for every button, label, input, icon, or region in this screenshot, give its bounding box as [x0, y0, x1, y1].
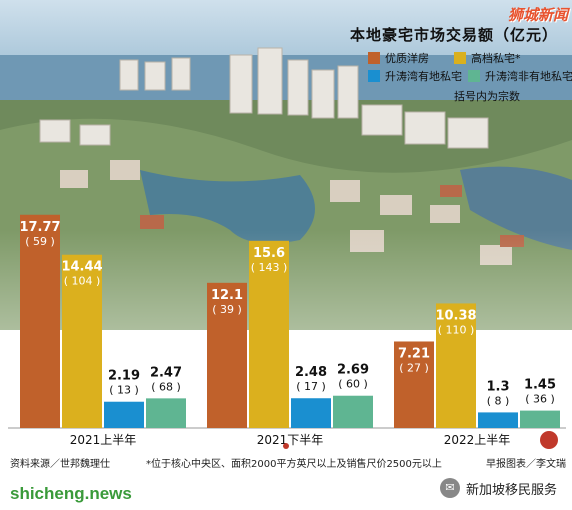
category-label-3: 2022上半年: [444, 433, 511, 447]
value-label-1-3: 7.21: [398, 346, 430, 361]
divider-dot: [283, 443, 289, 449]
legend-item-1: 优质洋房: [368, 50, 429, 66]
wechat-icon: ✉: [440, 478, 460, 498]
legend-item-4: 升涛湾非有地私宅: [468, 68, 572, 84]
bar-3-3: [478, 412, 518, 428]
bar-2-3: [436, 303, 476, 428]
value-label-3-3: 1.3: [486, 379, 509, 394]
bar-1-1: [20, 214, 60, 428]
count-label-1-2: ( 39 ): [212, 303, 242, 316]
count-label-3-1: ( 13 ): [109, 384, 139, 397]
bar-3-1: [104, 401, 144, 428]
value-label-4-2: 2.69: [337, 363, 369, 378]
bar-3-2: [291, 398, 331, 428]
count-label-2-1: ( 104 ): [64, 275, 101, 288]
legend-swatch-3: [368, 70, 380, 82]
value-label-3-2: 2.48: [295, 365, 327, 380]
value-label-1-1: 17.77: [19, 220, 60, 235]
footer-source: 资料来源／世邦魏理仕: [10, 459, 110, 470]
count-label-1-1: ( 59 ): [25, 235, 55, 248]
count-label-3-3: ( 8 ): [487, 394, 510, 407]
category-label-2: 2021下半年: [257, 433, 324, 447]
value-label-2-2: 15.6: [253, 246, 285, 261]
count-label-4-2: ( 60 ): [338, 378, 368, 391]
watermark-bottom: shicheng.news: [10, 484, 132, 503]
legend-swatch-1: [368, 52, 380, 64]
count-label-3-2: ( 17 ): [296, 380, 326, 393]
bar-2-2: [249, 240, 289, 428]
footer-credit: 早报图表／李文瑞: [486, 459, 566, 470]
legend-item-2: 高档私宅*: [454, 50, 521, 66]
footer-footnote: *位于核心中央区、面积2000平方英尺以上及销售尺价2500元以上: [146, 459, 442, 470]
wechat-name: 新加坡移民服务: [466, 482, 558, 498]
count-label-2-2: ( 143 ): [251, 261, 288, 274]
count-label-4-3: ( 36 ): [525, 393, 555, 406]
value-label-2-1: 14.44: [61, 260, 102, 275]
bar-1-2: [207, 282, 247, 428]
legend-swatch-4: [468, 70, 480, 82]
legend-swatch-2: [454, 52, 466, 64]
value-label-4-1: 2.47: [150, 365, 182, 380]
legend-item-3: 升涛湾有地私宅: [368, 68, 462, 84]
count-label-4-1: ( 68 ): [151, 380, 181, 393]
category-label-1: 2021上半年: [70, 433, 137, 447]
zaobao-logo: [540, 431, 558, 449]
value-label-4-3: 1.45: [524, 378, 556, 393]
count-label-2-3: ( 110 ): [438, 323, 475, 336]
bar-4-1: [146, 398, 186, 428]
chart-title: 本地豪宅市场交易额（亿元）: [349, 26, 558, 44]
value-label-1-2: 12.1: [211, 288, 243, 303]
value-label-3-1: 2.19: [108, 369, 140, 384]
bar-4-2: [333, 395, 373, 428]
wechat-badge: ✉ 新加坡移民服务: [440, 478, 557, 498]
bar-2-1: [62, 254, 102, 428]
count-label-1-3: ( 27 ): [399, 361, 429, 374]
value-label-2-3: 10.38: [435, 308, 476, 323]
chart-note: 括号内为宗数: [454, 90, 520, 103]
watermark-top: 狮城新闻: [507, 6, 568, 24]
bar-4-3: [520, 410, 560, 428]
bar-1-3: [394, 341, 434, 428]
